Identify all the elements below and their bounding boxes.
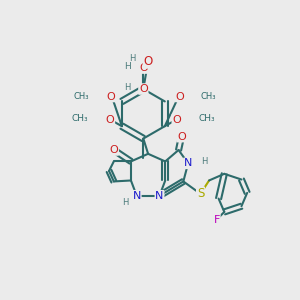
Text: H: H [129, 54, 136, 63]
Text: H: H [201, 158, 207, 166]
Text: O: O [139, 63, 148, 73]
Text: H: H [122, 198, 128, 207]
Text: CH₃: CH₃ [198, 114, 215, 123]
Text: O: O [106, 92, 115, 102]
Text: H: H [124, 83, 131, 92]
Text: N: N [133, 191, 141, 201]
Text: S: S [197, 187, 204, 200]
Text: H: H [124, 62, 131, 71]
Text: O: O [106, 115, 114, 124]
Text: O: O [143, 55, 153, 68]
Text: O: O [172, 115, 181, 124]
Text: F: F [214, 214, 220, 224]
Text: N: N [155, 191, 164, 201]
Text: N: N [184, 158, 192, 168]
Text: CH₃: CH₃ [74, 92, 89, 101]
Text: CH₃: CH₃ [72, 114, 88, 123]
Text: O: O [176, 92, 184, 102]
Text: CH₃: CH₃ [200, 92, 215, 101]
Text: O: O [110, 145, 118, 155]
Text: O: O [177, 132, 186, 142]
Text: O: O [139, 84, 148, 94]
